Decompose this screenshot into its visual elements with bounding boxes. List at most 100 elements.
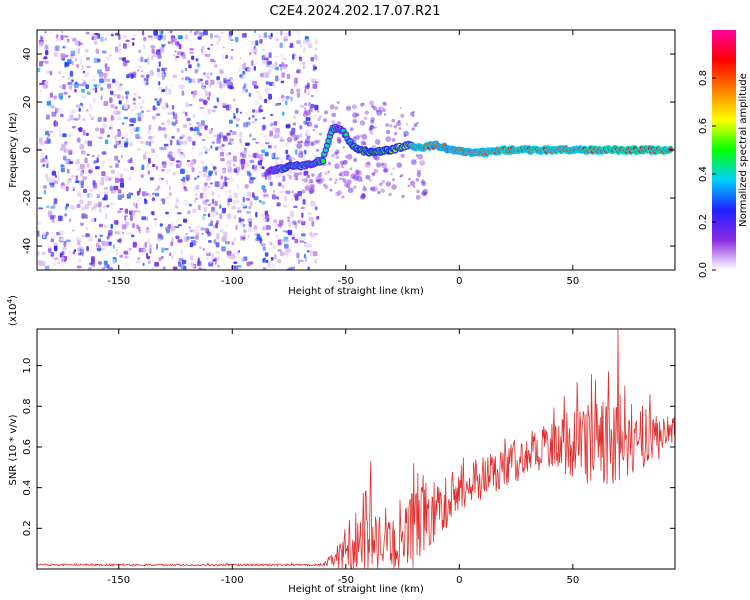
spectrogram-cell xyxy=(292,191,294,194)
spectrogram-cell xyxy=(245,89,248,93)
spectrogram-cell xyxy=(259,105,262,107)
spectrogram-cell xyxy=(145,191,147,196)
spectrogram-cell xyxy=(150,243,153,246)
spectrogram-cell xyxy=(226,133,230,136)
spectrogram-cell xyxy=(209,45,214,48)
spectrogram-cell xyxy=(96,203,99,207)
spectrogram-cell xyxy=(272,127,276,131)
spectrogram-cell xyxy=(244,83,247,89)
signal-mark xyxy=(668,147,672,151)
spectrogram-cell xyxy=(215,261,217,265)
spectrogram-cell xyxy=(210,190,214,195)
spectrogram-cell xyxy=(86,227,89,230)
spectrogram-cell xyxy=(166,169,170,173)
spectrogram-cell xyxy=(185,34,189,39)
spectrogram-cell xyxy=(132,72,136,74)
spectrogram-cell xyxy=(86,246,89,251)
spectrogram-cell xyxy=(272,194,276,199)
spectrogram-cell xyxy=(141,70,144,72)
spectrogram-cell xyxy=(194,229,199,233)
spectrogram-cell xyxy=(208,186,210,189)
spectrogram-cell xyxy=(270,114,273,116)
spectrogram-cell xyxy=(119,231,123,236)
spectrogram-cell xyxy=(220,180,224,182)
spectrogram-cell xyxy=(98,261,102,265)
spectrogram-cell xyxy=(251,121,255,124)
spectrogram-cell xyxy=(159,147,164,150)
spectrogram-cell xyxy=(264,32,268,37)
spectrogram-cell xyxy=(178,224,182,226)
snr-series-line xyxy=(37,329,675,568)
spectrogram-cell xyxy=(370,187,375,192)
spectrogram-cell xyxy=(313,251,318,256)
spectrogram-cell xyxy=(158,233,163,238)
spectrogram-cell xyxy=(310,250,313,256)
spectrogram-cell xyxy=(162,76,165,80)
spectrogram-cell xyxy=(69,85,72,89)
spectrogram-cell xyxy=(156,113,160,116)
spectrogram-cell xyxy=(255,142,258,144)
spectrogram-cell xyxy=(282,112,284,116)
spectrogram-cell xyxy=(298,259,300,265)
spectrogram-cell xyxy=(46,232,49,236)
spectrogram-cell xyxy=(236,108,239,113)
snr-y-tick-label: 0.2 xyxy=(22,520,33,536)
spectrogram-cell xyxy=(143,81,147,85)
spectrogram-cell xyxy=(61,31,64,33)
spectrogram-cell xyxy=(400,154,404,158)
spectrogram-cell xyxy=(131,235,135,238)
spectrogram-cell xyxy=(324,185,328,189)
spectrogram-cell xyxy=(203,174,207,177)
spectrogram-cell xyxy=(275,229,277,232)
spectrogram-cell xyxy=(210,183,213,185)
spectrogram-cell xyxy=(162,45,165,48)
spectrogram-cell xyxy=(45,61,49,64)
spectrogram-cell xyxy=(138,97,141,99)
colorbar-tick-label: 0.0 xyxy=(698,262,709,278)
spectrogram-cell xyxy=(139,188,141,192)
spectrogram-cell xyxy=(164,144,169,147)
spectrogram-cell xyxy=(247,192,251,198)
spectrogram-cell xyxy=(302,178,304,181)
spectrogram-cell xyxy=(67,178,70,184)
spectrogram-cell xyxy=(140,106,142,110)
spectrogram-cell xyxy=(273,135,277,138)
spectrogram-cell xyxy=(140,141,144,144)
spectrogram-cell xyxy=(45,81,49,85)
spectrogram-cell xyxy=(72,61,74,66)
spectrogram-y-tick-label: -40 xyxy=(22,238,33,254)
spectrogram-cell xyxy=(148,130,151,135)
spectrogram-cell xyxy=(251,41,256,45)
spectrogram-cell xyxy=(157,186,160,190)
spectrogram-cell xyxy=(254,66,256,71)
spectrogram-cell xyxy=(190,160,194,166)
spectrogram-cell xyxy=(110,124,113,129)
spectrogram-cell xyxy=(169,169,171,171)
spectrogram-cell xyxy=(416,190,420,194)
spectrogram-cell xyxy=(51,235,55,239)
spectrogram-cell xyxy=(209,84,212,88)
spectrogram-cell xyxy=(313,69,317,72)
spectrogram-cell xyxy=(203,100,207,105)
spectrogram-cell xyxy=(93,98,96,104)
spectrogram-cell xyxy=(304,107,306,109)
spectrogram-cell xyxy=(71,51,76,57)
spectrogram-cell xyxy=(125,262,128,266)
spectrogram-cell xyxy=(104,176,107,180)
spectrogram-cell xyxy=(256,91,260,95)
spectrogram-cell xyxy=(234,193,239,199)
spectrogram-cell xyxy=(295,177,298,180)
spectrogram-cell xyxy=(143,249,147,252)
spectrogram-cell xyxy=(294,78,298,84)
spectrogram-cell xyxy=(191,265,195,268)
spectrogram-cell xyxy=(133,202,135,207)
spectrogram-cell xyxy=(148,260,151,264)
spectrogram-cell xyxy=(245,199,248,202)
spectrogram-cell xyxy=(156,166,158,170)
spectrogram-cell xyxy=(78,167,81,171)
spectrogram-cell xyxy=(119,255,123,258)
spectrogram-cell xyxy=(249,206,252,210)
spectrogram-cell xyxy=(192,167,195,172)
spectrogram-cell xyxy=(70,71,73,77)
spectrogram-cell xyxy=(214,211,217,216)
